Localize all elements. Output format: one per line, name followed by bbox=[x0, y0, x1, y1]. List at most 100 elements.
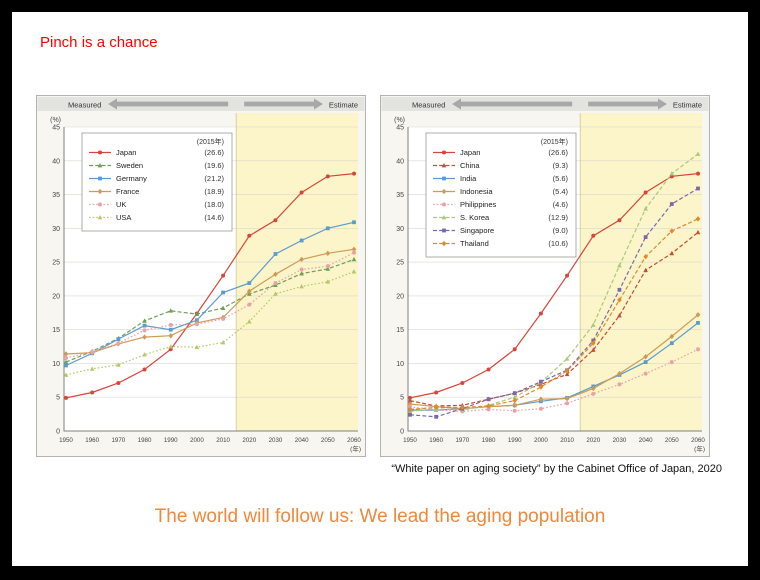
series-marker-japan bbox=[617, 218, 622, 223]
legend-series-name: Singapore bbox=[460, 226, 494, 235]
series-marker-japan bbox=[352, 171, 356, 176]
series-marker-philippines bbox=[617, 382, 622, 387]
series-marker-germany bbox=[64, 363, 68, 368]
series-marker-singapore bbox=[442, 228, 446, 233]
series-marker-thailand bbox=[512, 397, 518, 404]
series-marker-japan bbox=[247, 233, 252, 238]
series-marker-thailand bbox=[643, 254, 648, 260]
legend-series-name: Thailand bbox=[460, 239, 489, 248]
series-marker-sweden bbox=[97, 163, 103, 168]
y-axis-unit-label: (%) bbox=[50, 117, 61, 124]
legend-series-value: (18.0) bbox=[204, 200, 224, 209]
y-axis-tick-label: 30 bbox=[396, 226, 404, 233]
x-axis-tick-label: 2000 bbox=[190, 437, 204, 444]
legend-series-name: Philippines bbox=[460, 200, 497, 209]
y-axis-tick-label: 5 bbox=[400, 395, 404, 402]
series-marker-philippines bbox=[486, 407, 491, 412]
series-marker-germany bbox=[325, 226, 330, 231]
series-marker-japan bbox=[299, 190, 304, 195]
series-marker-japan bbox=[434, 390, 439, 395]
x-axis-tick-label: 1990 bbox=[508, 437, 522, 444]
series-marker-usa bbox=[194, 344, 200, 350]
legend-series-name: Japan bbox=[116, 148, 136, 157]
series-marker-thailand bbox=[617, 297, 622, 303]
series-marker-usa bbox=[63, 372, 69, 377]
series-marker-japan bbox=[512, 347, 517, 352]
y-axis-tick-label: 20 bbox=[52, 293, 60, 300]
slide-canvas: Pinch is a chance 0 5 10 15 20 25 30 35 40 45 (%) 1… bbox=[12, 12, 748, 566]
series-marker-sweden bbox=[63, 359, 69, 364]
series-marker-germany bbox=[352, 220, 356, 225]
x-axis-tick-label: 1970 bbox=[111, 437, 125, 444]
series-marker-philippines bbox=[408, 404, 412, 409]
series-marker-singapore bbox=[486, 397, 491, 402]
series-marker-japan bbox=[98, 150, 102, 155]
series-marker-japan bbox=[565, 273, 570, 278]
series-line-germany bbox=[65, 221, 355, 367]
x-axis-tick-label: 1980 bbox=[138, 437, 152, 444]
legend-series-name: USA bbox=[116, 213, 131, 222]
y-axis-tick-label: 15 bbox=[396, 327, 404, 334]
x-axis-tick-label: 2010 bbox=[216, 437, 230, 444]
series-marker-japan bbox=[273, 218, 278, 223]
series-marker-singapore bbox=[617, 287, 622, 292]
series-marker-japan bbox=[116, 381, 121, 386]
legend-series-value: (4.6) bbox=[553, 200, 569, 209]
series-marker-uk bbox=[168, 322, 173, 327]
legend-year-title: (2015年) bbox=[541, 137, 568, 146]
measured-arrow-icon bbox=[452, 98, 573, 110]
series-marker-japan bbox=[64, 395, 68, 400]
series-line-china bbox=[409, 231, 699, 407]
series-marker-japan bbox=[696, 171, 700, 176]
series-marker-germany bbox=[195, 318, 199, 323]
series-marker-japan bbox=[591, 233, 596, 238]
series-line-thailand bbox=[409, 218, 699, 410]
legend-series-name: France bbox=[116, 187, 139, 196]
series-marker-france bbox=[351, 246, 357, 252]
series-marker-china bbox=[441, 163, 447, 168]
series-marker-china bbox=[590, 347, 596, 352]
estimate-region bbox=[236, 113, 358, 431]
series-marker-china bbox=[695, 229, 701, 235]
series-marker-singapore bbox=[696, 186, 700, 191]
measured-label: Measured bbox=[68, 101, 101, 110]
series-marker-thailand bbox=[441, 240, 447, 247]
series-line-japan bbox=[65, 173, 355, 399]
series-marker-usa bbox=[351, 269, 357, 274]
series-marker-indonesia bbox=[617, 370, 622, 377]
series-marker-s-korea bbox=[669, 171, 675, 176]
series-marker-china bbox=[564, 371, 570, 377]
series-marker-usa bbox=[89, 366, 95, 371]
series-marker-usa bbox=[168, 344, 174, 349]
series-marker-sweden bbox=[299, 271, 304, 276]
series-marker-s-korea bbox=[695, 151, 701, 156]
legend-series-value: (9.0) bbox=[553, 226, 569, 235]
series-marker-japan bbox=[221, 273, 226, 278]
series-marker-s-korea bbox=[590, 322, 596, 327]
series-marker-india bbox=[442, 176, 446, 181]
series-marker-china bbox=[407, 398, 413, 403]
estimate-arrow-icon bbox=[244, 98, 323, 110]
y-axis-unit-label: (%) bbox=[394, 117, 405, 124]
series-marker-sweden bbox=[220, 305, 226, 310]
series-marker-uk bbox=[90, 349, 95, 354]
series-marker-germany bbox=[247, 281, 252, 285]
series-marker-s-korea bbox=[643, 206, 648, 211]
series-marker-philippines bbox=[669, 360, 674, 365]
series-marker-france bbox=[142, 334, 147, 340]
series-marker-thailand bbox=[407, 406, 413, 413]
y-axis-tick-label: 30 bbox=[52, 226, 60, 233]
series-marker-s-korea bbox=[564, 356, 570, 361]
x-axis-tick-label: 1970 bbox=[455, 437, 469, 444]
x-axis-tick-label: 2000 bbox=[534, 437, 548, 444]
series-marker-japan bbox=[325, 174, 330, 179]
series-marker-germany bbox=[142, 323, 147, 328]
series-marker-uk bbox=[325, 264, 330, 269]
series-marker-india bbox=[669, 341, 674, 346]
x-axis-tick-label: 2010 bbox=[560, 437, 574, 444]
measured-label: Measured bbox=[412, 101, 445, 110]
series-marker-uk bbox=[352, 250, 356, 255]
charts-row: 0 5 10 15 20 25 30 35 40 45 (%) 1950 1960 1970 1980 199… bbox=[36, 95, 710, 457]
series-marker-uk bbox=[64, 356, 68, 361]
series-line-sweden bbox=[65, 258, 355, 363]
